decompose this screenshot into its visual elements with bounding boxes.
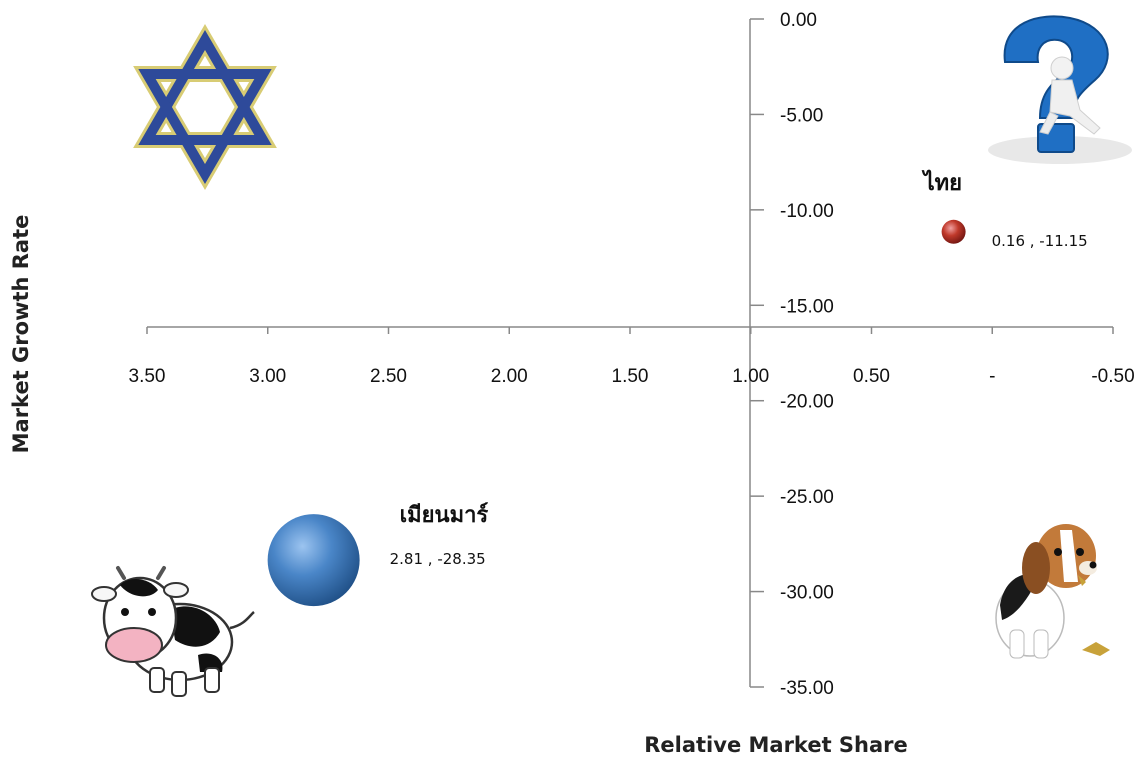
x-tick-label: 2.50: [370, 366, 407, 387]
y-tick-label: -30.00: [780, 583, 834, 604]
star-icon: [133, 24, 277, 190]
x-tick-label: 3.00: [249, 366, 286, 387]
y-axis-ticks: 0.00 -5.00 -10.00 -15.00 -20.00 -25.00 -30.00 -…: [750, 10, 834, 699]
y-axis-title: Market Growth Rate: [9, 215, 33, 454]
data-point-name: ไทย: [922, 169, 962, 196]
cow-icon: [91, 566, 255, 697]
x-tick-label: 2.00: [491, 366, 528, 387]
data-points: ไทย 0.16 , -11.15 เมียนมาร์ 2.81 , -28.35: [267, 169, 1088, 607]
x-tick-label: 1.00: [732, 366, 769, 387]
y-tick-label: 0.00: [780, 10, 817, 31]
x-axis-ticks: 3.50 3.00 2.50 2.00 1.50 1.00 0.50 - -0.50: [129, 327, 1135, 387]
x-tick-label: 0.50: [853, 366, 890, 387]
y-tick-label: -25.00: [780, 487, 834, 508]
x-tick-label: -: [989, 366, 995, 387]
question-mark-icon: [988, 15, 1132, 164]
y-tick-label: -35.00: [780, 678, 834, 699]
data-point-value-label: 0.16 , -11.15: [992, 232, 1088, 250]
y-tick-label: -15.00: [780, 296, 834, 317]
data-point-value-label: 2.81 , -28.35: [390, 550, 486, 568]
x-axis-title: Relative Market Share: [644, 733, 908, 757]
x-tick-label: 3.50: [129, 366, 166, 387]
data-point-bubble: [941, 219, 966, 244]
x-tick-label: 1.50: [612, 366, 649, 387]
data-point-name: เมียนมาร์: [400, 502, 489, 528]
y-tick-label: -20.00: [780, 392, 834, 413]
dog-icon: [995, 524, 1110, 659]
x-tick-label: -0.50: [1091, 366, 1134, 387]
y-tick-label: -5.00: [780, 105, 823, 126]
data-point-bubble: [267, 514, 360, 607]
y-tick-label: -10.00: [780, 201, 834, 222]
